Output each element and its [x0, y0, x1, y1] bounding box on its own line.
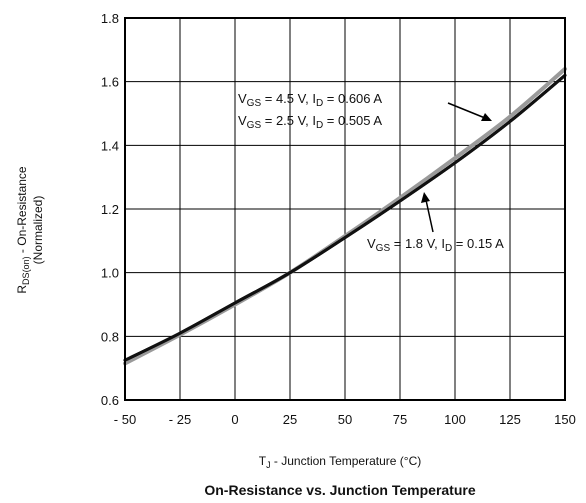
gridlines [124, 17, 566, 401]
svg-text:(Normalized): (Normalized) [31, 196, 45, 265]
annotation-arrow-2 [425, 199, 434, 233]
annotation-arrowhead-2 [421, 192, 430, 203]
y-tick-label: 0.6 [101, 393, 119, 408]
annotation-vgs-2-5: VGS = 2.5 V, ID = 0.505 A [238, 113, 382, 131]
y-tick-label: 1.6 [101, 75, 119, 90]
annotation-arrowhead-1 [481, 113, 492, 121]
series-layer [123, 66, 567, 366]
annotation-vgs-4-5: VGS = 4.5 V, ID = 0.606 A [238, 91, 382, 109]
x-tick-label: - 25 [169, 412, 191, 427]
tick-labels: - 50 - 25 0 25 50 75 100 125 150 0.6 0.8 1.0 1.2 1.4 1… [101, 11, 576, 427]
chart-title: On-Resistance vs. Junction Temperature [204, 482, 475, 498]
y-tick-label: 1.2 [101, 202, 119, 217]
series-line-0 [123, 73, 567, 362]
plot-frame [124, 17, 566, 401]
x-tick-label: 0 [231, 412, 238, 427]
y-tick-label: 1.4 [101, 138, 119, 153]
x-tick-label: 100 [444, 412, 466, 427]
x-tick-label: 25 [283, 412, 297, 427]
x-tick-label: - 50 [114, 412, 136, 427]
y-tick-label: 1.8 [101, 11, 119, 26]
x-tick-label: 75 [393, 412, 407, 427]
y-tick-label: 0.8 [101, 329, 119, 344]
svg-text:RDS(on) - On-Resistance: RDS(on) - On-Resistance [15, 166, 31, 294]
annotation-high-vgs: VGS = 4.5 V, ID = 0.606 A VGS = 2.5 V, I… [238, 91, 492, 131]
annotation-arrow-1 [447, 102, 486, 119]
x-axis-title: TJ - Junction Temperature (°C) [259, 454, 421, 470]
x-tick-label: 125 [499, 412, 521, 427]
y-tick-label: 1.0 [101, 266, 119, 281]
x-tick-label: 150 [554, 412, 576, 427]
annotation-vgs-1-8: VGS = 1.8 V, ID = 0.15 A [367, 236, 504, 254]
annotation-low-vgs: VGS = 1.8 V, ID = 0.15 A [367, 192, 504, 254]
x-tick-label: 50 [338, 412, 352, 427]
y-axis-title: RDS(on) - On-Resistance (Normalized) [15, 166, 45, 294]
